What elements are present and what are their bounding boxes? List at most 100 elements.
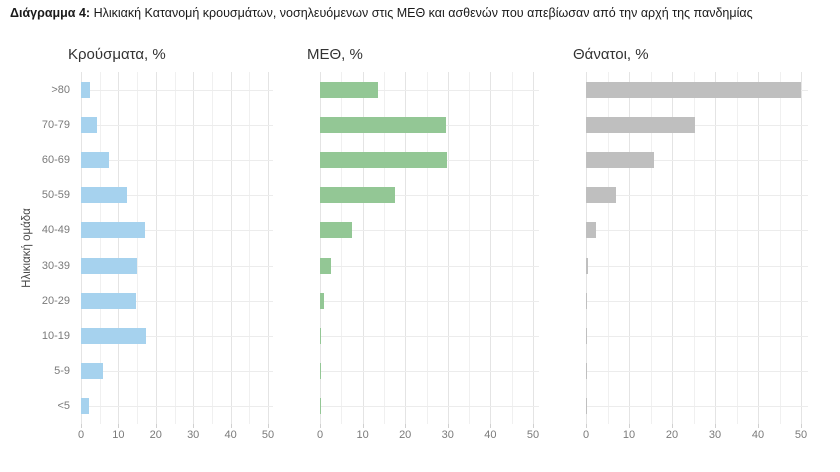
figure-caption-text: Ηλικιακή Κατανομή κρουσμάτων, νοσηλευόμε… bbox=[93, 6, 753, 20]
gridline bbox=[81, 230, 273, 232]
chart-title-cases: Κρούσματα, % bbox=[68, 46, 166, 63]
gridline bbox=[137, 72, 139, 424]
y-tick-label: 30-39 bbox=[41, 259, 70, 272]
axis-tick-mark bbox=[268, 424, 269, 428]
bar-10-19 bbox=[320, 328, 321, 344]
bar-40-49 bbox=[81, 222, 145, 239]
bar-70-79 bbox=[81, 116, 98, 133]
bar-60-69 bbox=[81, 152, 110, 168]
gridline bbox=[586, 406, 808, 408]
x-tick-label: 30 bbox=[708, 429, 722, 441]
y-tick-label: 5-9 bbox=[54, 365, 70, 378]
gridline bbox=[230, 72, 232, 424]
gridline bbox=[736, 72, 738, 424]
gridline bbox=[320, 89, 539, 91]
bar-40-49 bbox=[586, 222, 596, 239]
axis-tick-mark bbox=[362, 424, 364, 428]
gridline bbox=[81, 160, 273, 161]
bar-70-79 bbox=[586, 116, 695, 133]
x-tick-label: 50 bbox=[526, 429, 540, 441]
axis-tick-mark bbox=[155, 424, 157, 428]
gridline bbox=[586, 265, 808, 267]
x-tick-label: 50 bbox=[261, 429, 275, 441]
gridline bbox=[81, 371, 273, 373]
axis-tick-mark bbox=[118, 424, 120, 428]
gridline bbox=[81, 406, 273, 408]
charts-row: Ηλικιακή ομάδα >80 70-79 60-69 50-59 40-49 30… bbox=[0, 44, 840, 454]
y-tick-label: 40-49 bbox=[41, 224, 70, 237]
gridline bbox=[81, 195, 273, 197]
gridline bbox=[715, 72, 716, 424]
gridline bbox=[81, 72, 82, 424]
gridline bbox=[362, 72, 364, 424]
gridline bbox=[320, 336, 539, 337]
gridline bbox=[672, 72, 673, 424]
y-tick-label: 70-79 bbox=[41, 118, 70, 131]
gridline bbox=[533, 72, 534, 424]
bar-<5 bbox=[81, 398, 90, 415]
figure-caption: Διάγραμμα 4: Ηλικιακή Κατανομή κρουσμάτω… bbox=[10, 6, 753, 20]
gridline bbox=[586, 230, 808, 232]
gridline bbox=[81, 300, 273, 302]
gridline bbox=[81, 265, 273, 267]
axis-tick-mark bbox=[490, 424, 492, 428]
gridline bbox=[490, 72, 492, 424]
y-axis-tick-labels: >80 70-79 60-69 50-59 40-49 30-39 20-29 10-19 5-… bbox=[0, 44, 70, 454]
y-tick-label: 10-19 bbox=[41, 330, 70, 342]
axis-tick-mark bbox=[320, 424, 321, 428]
chart-title-deaths: Θάνατοι, % bbox=[573, 46, 649, 63]
x-tick-label: 0 bbox=[77, 429, 85, 441]
gridline bbox=[629, 72, 630, 424]
gridline bbox=[693, 72, 695, 424]
figure-caption-label: Διάγραμμα 4: bbox=[10, 6, 91, 20]
gridline bbox=[758, 72, 759, 424]
axis-tick-mark bbox=[715, 424, 716, 428]
y-tick-label: <5 bbox=[57, 400, 70, 413]
gridline bbox=[405, 72, 407, 424]
axis-tick-mark bbox=[81, 424, 82, 428]
x-tick-label: 50 bbox=[794, 429, 808, 441]
y-tick-label: 60-69 bbox=[41, 154, 70, 166]
bar-20-29 bbox=[586, 292, 587, 309]
x-tick-label: 0 bbox=[316, 429, 324, 441]
bar-50-59 bbox=[586, 187, 617, 204]
gridline bbox=[511, 72, 513, 424]
gridline bbox=[320, 195, 539, 197]
gridline bbox=[268, 72, 269, 424]
gridline bbox=[81, 89, 273, 91]
y-tick-label: 20-29 bbox=[41, 294, 70, 307]
gridline bbox=[320, 371, 539, 373]
bar-70-79 bbox=[320, 116, 446, 133]
gridline bbox=[118, 72, 120, 424]
gridline bbox=[586, 72, 587, 424]
axis-tick-mark bbox=[801, 424, 802, 428]
axis-tick-mark bbox=[672, 424, 673, 428]
bar-5-9 bbox=[81, 363, 104, 380]
axis-tick-mark bbox=[447, 424, 449, 428]
gridline bbox=[193, 72, 195, 424]
x-tick-label: 30 bbox=[441, 429, 454, 441]
axis-tick-mark bbox=[230, 424, 232, 428]
gridline bbox=[211, 72, 213, 424]
x-tick-label: 10 bbox=[356, 429, 369, 441]
gridline bbox=[586, 160, 808, 161]
gridline bbox=[586, 300, 808, 302]
bar-10-19 bbox=[81, 328, 146, 344]
axis-tick-mark bbox=[533, 424, 534, 428]
bar-<5 bbox=[586, 398, 587, 415]
x-tick-label: 0 bbox=[582, 429, 590, 441]
gridline bbox=[320, 265, 539, 267]
y-tick-label: >80 bbox=[51, 83, 70, 96]
gridline bbox=[320, 300, 539, 302]
x-tick-label: 20 bbox=[149, 429, 162, 441]
axis-tick-mark bbox=[586, 424, 587, 428]
gridline bbox=[320, 406, 539, 408]
x-tick-label: 10 bbox=[112, 429, 125, 441]
gridline bbox=[320, 230, 539, 232]
plot-area-cases bbox=[81, 72, 273, 424]
bar-30-39 bbox=[320, 257, 331, 274]
gridline bbox=[383, 72, 385, 424]
gridline bbox=[99, 72, 101, 424]
bar->80 bbox=[81, 81, 90, 98]
gridline bbox=[81, 336, 273, 337]
